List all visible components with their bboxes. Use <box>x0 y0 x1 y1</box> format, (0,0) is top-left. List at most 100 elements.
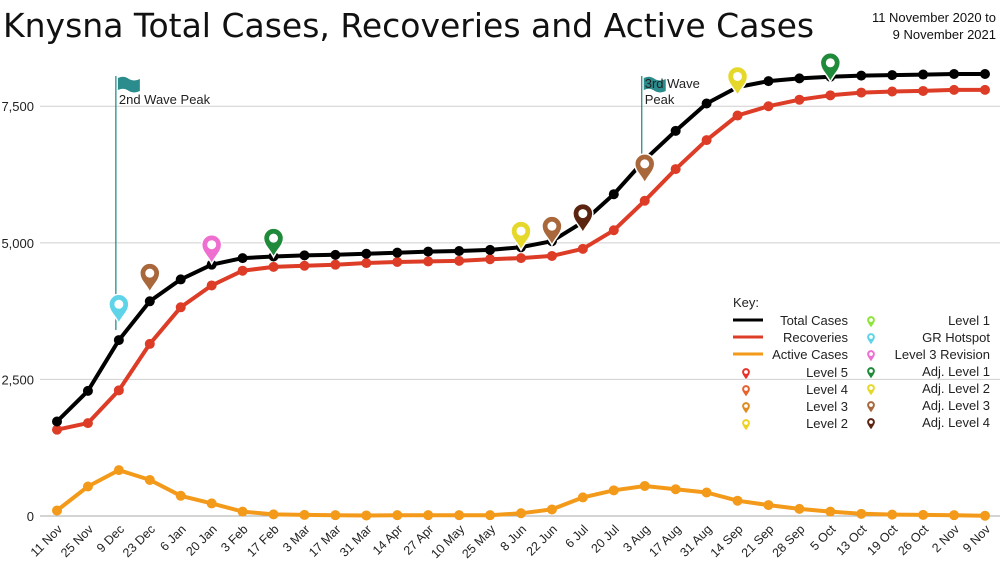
legend-label: Level 2 <box>806 416 848 431</box>
data-point <box>701 487 712 498</box>
legend-label: Adj. Level 1 <box>922 364 990 379</box>
data-point <box>361 510 372 521</box>
data-point <box>82 385 93 396</box>
data-point <box>392 256 403 267</box>
x-tick-label: 20 Jan <box>183 522 219 558</box>
pin-hole <box>578 209 588 219</box>
data-point <box>887 70 898 81</box>
x-tick-label: 9 Nov <box>960 522 994 556</box>
data-point <box>577 492 588 503</box>
data-point <box>516 253 526 264</box>
data-point <box>454 246 465 257</box>
pin-hole <box>516 226 526 236</box>
x-tick-label: 26 Oct <box>895 522 931 558</box>
pin-hole <box>744 421 748 425</box>
x-tick-label: 17 Aug <box>646 522 683 559</box>
x-tick-label: 11 Nov <box>28 522 66 560</box>
legend-label: Level 3 Revision <box>895 347 990 362</box>
data-point <box>949 510 960 521</box>
data-point <box>887 86 898 97</box>
pin-hole <box>114 299 124 309</box>
data-point <box>423 246 434 257</box>
pin-hole <box>744 370 748 374</box>
data-point <box>423 510 434 521</box>
legend-label: Level 4 <box>806 382 848 397</box>
data-point <box>330 249 341 260</box>
data-point <box>980 510 990 521</box>
data-point <box>856 70 867 81</box>
data-point <box>608 189 619 200</box>
y-tick-label: 2,500 <box>1 372 34 387</box>
data-point <box>144 474 155 485</box>
data-point <box>485 254 496 265</box>
legend-pin-icon <box>866 417 876 431</box>
data-point <box>670 484 681 495</box>
data-point <box>299 250 310 261</box>
legend-label: Adj. Level 3 <box>922 398 990 413</box>
data-point <box>856 87 867 98</box>
data-point <box>701 98 712 109</box>
data-point <box>454 255 465 266</box>
data-point <box>732 495 743 506</box>
data-point <box>794 73 805 84</box>
data-point <box>175 274 186 285</box>
pin-hole <box>869 403 873 407</box>
level-markers <box>108 52 842 325</box>
legend-pin-icon <box>741 418 751 432</box>
legend-pin-icon <box>866 315 876 329</box>
data-point <box>856 508 867 519</box>
map-pin-icon <box>139 262 161 294</box>
data-point <box>577 243 588 254</box>
x-tick-label: 22 Jun <box>524 522 560 558</box>
x-tick-label: 25 Nov <box>58 522 96 560</box>
data-point <box>268 509 279 520</box>
legend-pin-icon <box>741 401 751 415</box>
data-point <box>485 244 496 255</box>
x-tick-label: 13 Oct <box>833 522 869 558</box>
data-point <box>980 84 990 95</box>
data-point <box>237 253 248 264</box>
map-pin-icon <box>819 52 842 84</box>
map-pin-icon <box>572 202 594 235</box>
data-point <box>423 256 434 267</box>
data-point <box>825 90 836 101</box>
legend-label: Level 5 <box>806 365 848 380</box>
annotation-label: 3rd Wave Peak <box>645 76 700 107</box>
pin-hole <box>145 268 155 278</box>
data-point <box>52 505 62 516</box>
data-point <box>794 94 805 105</box>
data-point <box>113 335 124 346</box>
data-point <box>330 259 341 270</box>
data-point <box>82 418 93 429</box>
data-point <box>485 510 496 521</box>
data-point <box>175 490 186 501</box>
y-tick-label: 5,000 <box>1 236 34 251</box>
flag-icon <box>643 76 666 93</box>
pin-hole <box>744 404 748 408</box>
pin-hole <box>869 352 873 356</box>
legend-pin-icon <box>866 400 876 414</box>
data-point <box>299 260 310 271</box>
data-point <box>918 85 929 96</box>
legend-pin-icon <box>866 383 876 397</box>
x-tick-label: 17 Mar <box>306 522 343 559</box>
data-point <box>918 69 929 80</box>
flag-icon <box>117 76 140 93</box>
data-point <box>670 164 681 175</box>
map-pin-icon <box>108 293 130 325</box>
x-tick-label: 23 Dec <box>120 522 158 560</box>
pin-hole <box>744 387 748 391</box>
pin-hole <box>869 369 873 373</box>
data-point <box>268 261 279 272</box>
data-point <box>546 504 557 515</box>
pin-hole <box>207 240 217 250</box>
data-point <box>454 510 465 521</box>
date-range-line-2: 9 November 2021 <box>892 27 996 42</box>
pin-body <box>866 383 876 397</box>
pin-body <box>866 349 876 363</box>
pin-hole <box>733 71 743 81</box>
chart-title: Knysna Total Cases, Recoveries and Activ… <box>3 6 815 45</box>
data-point <box>763 500 774 511</box>
x-tick-label: 28 Sep <box>770 522 808 560</box>
map-pin-icon <box>541 215 563 247</box>
